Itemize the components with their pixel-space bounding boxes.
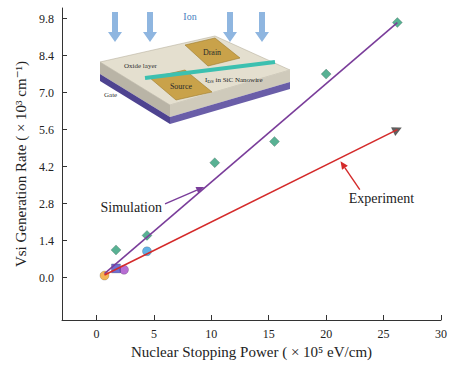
svg-text:5.6: 5.6 — [39, 123, 54, 137]
svg-text:Vsi Generation Rate ( × 10³ cm: Vsi Generation Rate ( × 10³ cm⁻¹) — [13, 61, 30, 267]
svg-text:9.8: 9.8 — [39, 12, 54, 26]
svg-text:in SiC Nanowire: in SiC Nanowire — [214, 76, 263, 84]
svg-text:Gate: Gate — [104, 91, 117, 99]
svg-text:Simulation: Simulation — [101, 200, 162, 215]
svg-text:30: 30 — [435, 327, 447, 341]
svg-text:4.2: 4.2 — [39, 160, 54, 174]
svg-text:0.0: 0.0 — [39, 271, 54, 285]
svg-text:25: 25 — [378, 327, 390, 341]
svg-text:0: 0 — [93, 327, 99, 341]
svg-text:1.4: 1.4 — [39, 234, 54, 248]
svg-text:Oxide layer: Oxide layer — [124, 62, 158, 70]
svg-text:15: 15 — [263, 327, 275, 341]
svg-text:Source: Source — [170, 82, 193, 91]
svg-text:7.0: 7.0 — [39, 86, 54, 100]
svg-text:8.4: 8.4 — [39, 49, 54, 63]
svg-text:Experiment: Experiment — [349, 191, 414, 206]
svg-text:Nuclear Stopping Power ( × 10⁵: Nuclear Stopping Power ( × 10⁵ eV/cm) — [131, 344, 372, 361]
html-text:IDS: IDS — [205, 76, 214, 84]
svg-text:Drain: Drain — [203, 48, 221, 57]
svg-text:2.8: 2.8 — [39, 197, 54, 211]
svg-text:Ion: Ion — [183, 11, 196, 22]
svg-text:20: 20 — [320, 327, 332, 341]
svg-text:10: 10 — [205, 327, 217, 341]
svg-text:5: 5 — [151, 327, 157, 341]
